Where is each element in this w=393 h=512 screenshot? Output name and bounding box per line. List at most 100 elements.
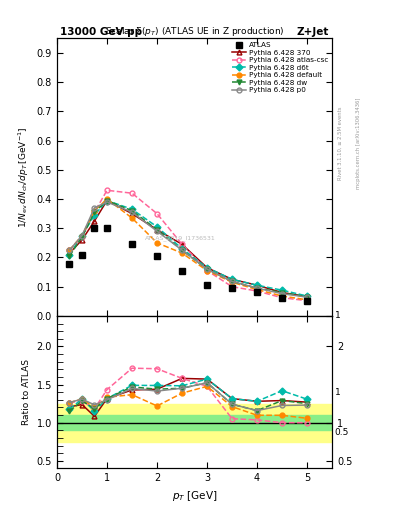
Pythia 6.428 p0 [130,209,134,215]
Line: Pythia 6.428 d6t: Pythia 6.428 d6t [67,198,310,298]
Pythia 6.428 default [80,232,84,239]
ATLAS [130,241,134,247]
Pythia 6.428 370 [255,282,259,288]
Pythia 6.428 dw [130,208,134,214]
ATLAS [180,268,184,274]
ATLAS [67,261,72,267]
Text: 1: 1 [335,311,341,321]
Pythia 6.428 default [230,279,234,285]
Pythia 6.428 370 [280,289,285,295]
Pythia 6.428 p0 [180,247,184,253]
Pythia 6.428 p0 [255,285,259,291]
Pythia 6.428 p0 [80,232,84,239]
Pythia 6.428 dw [105,198,109,204]
Pythia 6.428 d6t [205,265,209,271]
Y-axis label: $1/N_{\rm ev}\,dN_{\rm ch}/dp_T\,[\rm GeV^{-1}]$: $1/N_{\rm ev}\,dN_{\rm ch}/dp_T\,[\rm Ge… [17,126,31,228]
X-axis label: $p_T$ [GeV]: $p_T$ [GeV] [172,489,217,503]
Bar [57,403,332,442]
Pythia 6.428 d6t [67,251,72,258]
Pythia 6.428 default [105,196,109,202]
Pythia 6.428 atlas-csc [67,247,72,253]
Pythia 6.428 370 [205,265,209,271]
Pythia 6.428 atlas-csc [80,234,84,240]
Pythia 6.428 370 [130,210,134,217]
Line: Pythia 6.428 default: Pythia 6.428 default [67,197,310,302]
Pythia 6.428 atlas-csc [280,295,285,301]
Bar [57,415,332,430]
Pythia 6.428 dw [255,285,259,291]
Pythia 6.428 atlas-csc [130,190,134,196]
Pythia 6.428 370 [92,218,97,224]
Pythia 6.428 370 [180,241,184,247]
Text: 13000 GeV pp: 13000 GeV pp [60,27,142,37]
Line: Pythia 6.428 atlas-csc: Pythia 6.428 atlas-csc [67,188,310,303]
Pythia 6.428 d6t [180,246,184,252]
ATLAS [155,253,160,259]
Line: Pythia 6.428 370: Pythia 6.428 370 [67,198,310,299]
Pythia 6.428 dw [230,279,234,285]
Pythia 6.428 p0 [305,294,309,300]
ATLAS [280,295,285,301]
Pythia 6.428 atlas-csc [205,268,209,274]
Text: mcplots.cern.ch [arXiv:1306.3436]: mcplots.cern.ch [arXiv:1306.3436] [356,98,361,189]
Y-axis label: Ratio to ATLAS: Ratio to ATLAS [22,359,31,425]
Legend: ATLAS, Pythia 6.428 370, Pythia 6.428 atlas-csc, Pythia 6.428 d6t, Pythia 6.428 : ATLAS, Pythia 6.428 370, Pythia 6.428 at… [230,40,330,95]
ATLAS [80,251,84,258]
ATLAS [230,285,234,291]
Pythia 6.428 default [255,287,259,293]
Line: ATLAS: ATLAS [66,225,310,304]
Pythia 6.428 d6t [80,232,84,239]
Pythia 6.428 dw [280,289,285,295]
Text: 1: 1 [335,388,341,397]
Pythia 6.428 default [155,240,160,246]
Pythia 6.428 p0 [280,291,285,297]
ATLAS [105,225,109,231]
Pythia 6.428 dw [67,253,72,259]
Pythia 6.428 370 [67,250,72,256]
Pythia 6.428 atlas-csc [180,241,184,247]
Title: Scalar $\Sigma(p_T)$ (ATLAS UE in Z production): Scalar $\Sigma(p_T)$ (ATLAS UE in Z prod… [105,25,284,38]
Pythia 6.428 dw [205,266,209,272]
Pythia 6.428 atlas-csc [105,187,109,194]
Pythia 6.428 370 [305,293,309,300]
Line: Pythia 6.428 dw: Pythia 6.428 dw [67,198,310,300]
ATLAS [255,289,259,295]
ATLAS [305,297,309,304]
ATLAS [205,282,209,288]
Text: Rivet 3.1.10, ≥ 2.5M events: Rivet 3.1.10, ≥ 2.5M events [338,106,343,180]
Pythia 6.428 p0 [92,205,97,211]
ATLAS [92,225,97,231]
Pythia 6.428 default [180,250,184,256]
Pythia 6.428 d6t [155,224,160,230]
Pythia 6.428 dw [305,294,309,300]
Line: Pythia 6.428 p0: Pythia 6.428 p0 [67,200,310,300]
Text: Z+Jet: Z+Jet [297,27,329,37]
Pythia 6.428 atlas-csc [92,209,97,215]
Pythia 6.428 p0 [230,279,234,285]
Pythia 6.428 atlas-csc [230,284,234,290]
Pythia 6.428 dw [80,234,84,240]
Pythia 6.428 dw [92,209,97,215]
Pythia 6.428 370 [105,198,109,204]
Pythia 6.428 p0 [205,266,209,272]
Pythia 6.428 dw [155,227,160,233]
Text: ATLAS_2019_I1736531: ATLAS_2019_I1736531 [145,236,216,241]
Pythia 6.428 d6t [230,276,234,283]
Pythia 6.428 d6t [105,198,109,204]
Pythia 6.428 370 [80,237,84,243]
Pythia 6.428 default [67,247,72,253]
Pythia 6.428 p0 [105,199,109,205]
Pythia 6.428 370 [230,276,234,283]
Pythia 6.428 370 [155,227,160,233]
Pythia 6.428 d6t [280,287,285,293]
Text: 0.5: 0.5 [335,429,349,437]
Pythia 6.428 default [92,208,97,214]
Pythia 6.428 p0 [67,247,72,253]
Pythia 6.428 d6t [130,206,134,212]
Pythia 6.428 d6t [305,293,309,299]
Pythia 6.428 default [305,297,309,303]
Pythia 6.428 default [205,268,209,274]
Pythia 6.428 atlas-csc [155,210,160,217]
Pythia 6.428 default [130,215,134,221]
Pythia 6.428 atlas-csc [305,297,309,304]
